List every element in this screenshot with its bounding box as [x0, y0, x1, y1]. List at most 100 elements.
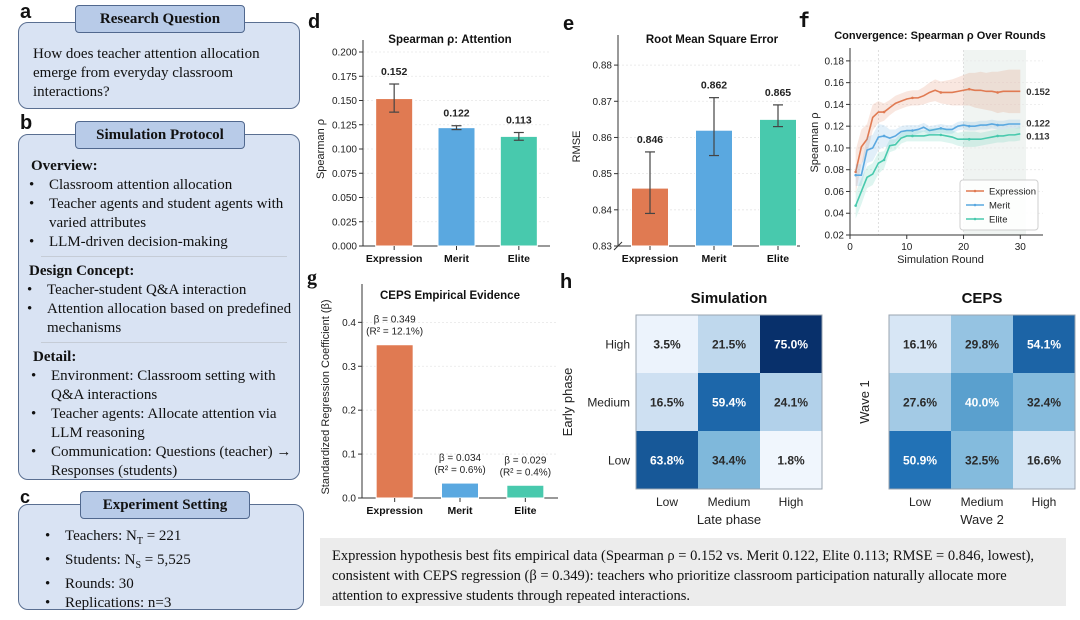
- heatmap-cell-label: 24.1%: [774, 396, 808, 410]
- heatmap-cell-label: 16.5%: [650, 396, 684, 410]
- data-point: [882, 158, 886, 162]
- r-squared-label: (R² = 12.1%): [366, 327, 423, 338]
- data-point: [882, 134, 886, 138]
- detail-item: Teacher agents: Allocate attention via L…: [27, 405, 297, 443]
- chart-spearman-attention: Spearman ρ: Attention 0.000 0.025 0.050 0.07…: [315, 34, 550, 265]
- setting-item-replications: Replications: n=3: [41, 594, 191, 613]
- heatmap-cell: [698, 373, 760, 431]
- overview-item: Classroom attention allocation: [25, 176, 297, 195]
- design-concept-heading: Design Concept:: [29, 263, 135, 279]
- detail-heading: Detail:: [33, 349, 77, 365]
- setting-item-teachers: Teachers: NT = 221: [41, 527, 191, 551]
- y-tick-label: 0.16: [825, 78, 845, 89]
- data-point: [996, 91, 999, 94]
- confidence-band-expression: [855, 69, 1021, 194]
- heatmap-cell-label: 1.8%: [777, 454, 805, 468]
- y-category-label: Low: [608, 454, 630, 468]
- bar-merit: [441, 482, 479, 499]
- confidence-band-merit: [855, 119, 1021, 187]
- y-tick-label: 0.87: [593, 97, 613, 108]
- panel-label-c: c: [20, 487, 31, 507]
- y-tick-label: 0.100: [332, 145, 357, 156]
- design-concept-list: Teacher-student Q&A interaction Attentio…: [23, 281, 297, 338]
- chart-convergence: Convergence: Spearman ρ Over Rounds0.020…: [809, 30, 1050, 265]
- heatmap-cell-label: 32.5%: [965, 454, 999, 468]
- y-tick-label: 0.025: [332, 217, 357, 228]
- heatmap-cell-label: 63.8%: [650, 454, 684, 468]
- panel-label-a: a: [20, 1, 32, 23]
- heatmap-cell-label: 16.1%: [903, 338, 937, 352]
- y-tick-label: 0.85: [593, 169, 613, 180]
- end-value-label: 0.113: [1026, 131, 1049, 142]
- bar-expression: [375, 98, 414, 247]
- y-axis-label: Wave 1: [857, 380, 872, 424]
- heatmap-cell-label: 40.0%: [965, 396, 999, 410]
- data-point: [854, 170, 857, 174]
- overview-item: LLM-driven decision-making: [25, 233, 297, 252]
- heatmap-cell-label: 34.4%: [712, 454, 746, 468]
- y-tick-label: 0.10: [825, 143, 845, 154]
- heatmap-cell: [636, 373, 698, 431]
- x-tick-label: Expression: [366, 253, 423, 265]
- data-point: [939, 91, 943, 94]
- heatmap-cell: [889, 315, 951, 373]
- legend-marker: [973, 203, 977, 207]
- y-tick-label: 0.200: [332, 48, 357, 59]
- data-point: [939, 127, 943, 130]
- figure-caption: Expression hypothesis best fits empirica…: [320, 538, 1066, 606]
- axis-break-mark: [613, 241, 623, 251]
- y-tick-label: 0.1: [342, 450, 356, 461]
- legend-box: [959, 179, 1039, 231]
- y-axis-label: RMSE: [571, 131, 583, 163]
- value-label: 0.113: [506, 115, 532, 127]
- value-label: β = 0.029: [504, 455, 547, 466]
- panel-label-d: d: [308, 11, 321, 33]
- y-tick-label: 0.08: [825, 165, 845, 176]
- bar-merit: [437, 127, 476, 247]
- detail-item: Communication: Questions (teacher) → Res…: [27, 443, 297, 481]
- r-squared-label: (R² = 0.6%): [434, 465, 485, 476]
- heatmap-cell: [760, 373, 822, 431]
- y-tick-label: 0.14: [825, 100, 845, 111]
- y-tick-label: 0.150: [332, 96, 357, 107]
- heatmap-cell: [1013, 431, 1075, 489]
- heatmap-cell: [889, 431, 951, 489]
- heatmap-cell-label: 59.4%: [712, 396, 746, 410]
- heatmap-cell: [951, 373, 1013, 431]
- heatmap-cell-label: 3.5%: [653, 338, 681, 352]
- y-tick-label: 0.075: [332, 169, 357, 180]
- overview-item: Teacher agents and student agents with v…: [25, 195, 297, 233]
- experiment-setting-box: Teachers: NT = 221 Students: NS = 5,525 …: [18, 504, 304, 613]
- heatmap-cell: [698, 315, 760, 373]
- data-point: [911, 129, 914, 132]
- panel-label-f: f: [798, 8, 811, 32]
- y-category-label: High: [605, 338, 630, 352]
- data-point: [854, 173, 857, 177]
- x-tick-label: Elite: [508, 253, 530, 265]
- data-point: [967, 124, 971, 128]
- value-label: 0.122: [443, 108, 469, 120]
- x-tick-label: 30: [1015, 242, 1027, 253]
- heatmap-cell-label: 21.5%: [712, 338, 746, 352]
- y-tick-label: 0.3: [342, 362, 356, 373]
- heatmap-cell-label: 16.6%: [1027, 454, 1061, 468]
- legend-marker: [973, 217, 977, 221]
- x-axis-label: Late phase: [697, 512, 761, 525]
- value-label: β = 0.349: [374, 315, 417, 326]
- heatmap-title: Simulation: [691, 290, 768, 307]
- y-tick-label: 0.12: [825, 122, 845, 133]
- chart-title: Root Mean Square Error: [646, 34, 779, 46]
- heatmap-cell: [760, 431, 822, 489]
- y-tick-label: 0.000: [332, 242, 357, 253]
- legend-label: Elite: [989, 215, 1007, 226]
- chart-rmse: Root Mean Square Error 0.83 0.84 0.85 0.86 0.…: [571, 34, 800, 265]
- heatmap-cell-label: 29.8%: [965, 338, 999, 352]
- bar-elite: [759, 118, 797, 247]
- y-axis-label: Spearman ρ: [809, 112, 821, 172]
- x-tick-label: Merit: [444, 253, 470, 265]
- y-tick-label: 0.83: [593, 242, 613, 253]
- panel-label-g: g: [307, 267, 317, 289]
- y-tick-label: 0.18: [825, 56, 845, 67]
- legend-label: Merit: [989, 201, 1010, 212]
- x-tick-label: Merit: [447, 505, 473, 517]
